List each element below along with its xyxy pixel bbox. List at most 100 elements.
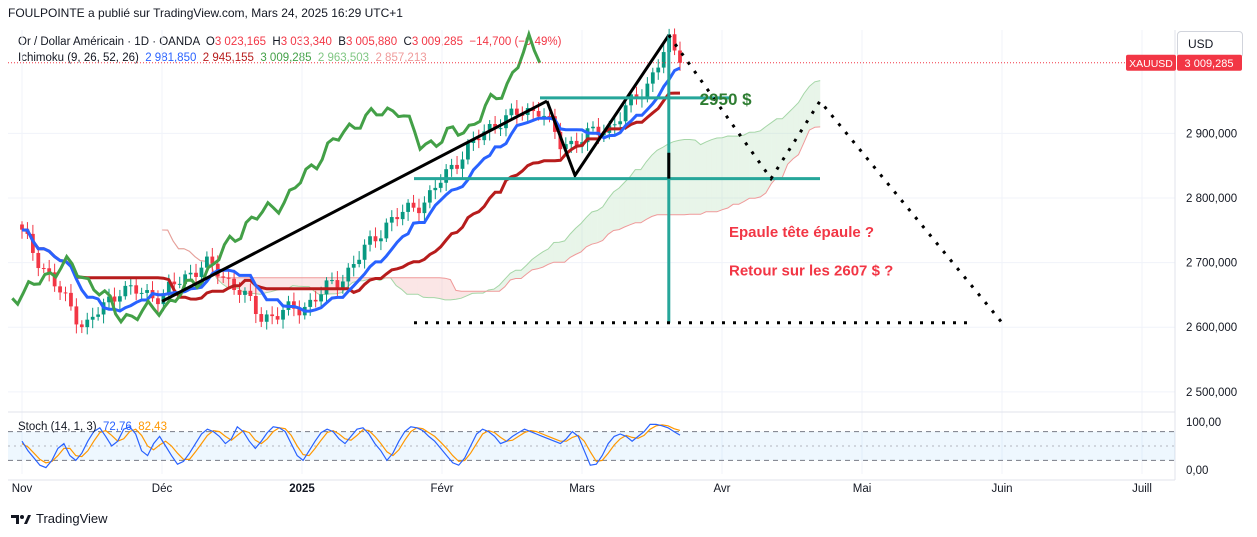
cloud-segment (760, 126, 766, 197)
candle-body (591, 126, 595, 129)
pattern-zigzag (545, 34, 671, 179)
y-tick-label: 2 900,000 (1186, 128, 1237, 140)
candle-body (264, 314, 269, 322)
candle-body (90, 316, 95, 320)
x-tick-label: Déc (152, 483, 173, 495)
symbol-tag-label: XAUUSD (1129, 58, 1173, 70)
close-value: 3 009,285 (411, 36, 463, 48)
stoch-d-value: 82,43 (138, 421, 167, 433)
candle-body (139, 292, 144, 294)
cloud-segment (521, 265, 527, 279)
cloud-segment (733, 136, 739, 205)
candle-body (199, 267, 204, 277)
cloud-segment (292, 277, 299, 287)
candle-body (672, 34, 677, 51)
x-tick-label: 2025 (289, 483, 315, 495)
candle-body (612, 124, 617, 126)
open-value: 3 023,165 (214, 36, 266, 48)
candle-body (52, 272, 57, 287)
candle-body (281, 309, 285, 320)
cloud-segment (798, 93, 804, 155)
y-tick-label: 2 700,000 (1186, 258, 1237, 270)
cloud-segment (450, 279, 456, 300)
candle-body (58, 286, 62, 293)
stoch-legend: Stoch (14, 1, 3) 72,76 82,43 (18, 421, 167, 433)
cloud-segment (657, 147, 663, 215)
symbol-tag (1126, 54, 1176, 71)
candle-body (145, 290, 149, 293)
candle-body (79, 324, 84, 328)
cloud-segment (689, 139, 696, 215)
stoch-name[interactable]: Stoch (14, 1, 3) (18, 421, 97, 433)
candle-body (297, 308, 302, 316)
cloud-segment (428, 277, 435, 298)
ichimoku-name[interactable]: Ichimoku (9, 26, 52, 26) (18, 52, 139, 64)
candle-body (112, 296, 117, 302)
x-tick-label: Mai (853, 483, 872, 495)
senkou-span-a-line (162, 80, 821, 301)
candle-body (444, 169, 449, 183)
cloud-segment (782, 113, 788, 178)
candle-body (275, 316, 280, 320)
candle-body (422, 202, 427, 214)
stoch-tick-label: 0,00 (1186, 465, 1208, 477)
cloud-segment (619, 182, 625, 230)
cloud-segment (466, 291, 473, 296)
low-value: 3 005,880 (345, 36, 398, 48)
candle-body (678, 50, 682, 63)
candle-body (536, 111, 541, 117)
stoch-d-line (21, 424, 681, 464)
cloud-segment (602, 198, 609, 241)
candle-body (449, 164, 454, 170)
stoch-k-line (21, 423, 681, 469)
cloud-segment (716, 137, 723, 212)
cloud-segment (793, 102, 799, 159)
candle-body (340, 281, 345, 288)
cloud-segment (439, 277, 446, 300)
candle-body (493, 123, 497, 129)
candle-body (476, 138, 481, 141)
cloud-segment (504, 273, 511, 287)
cloud-segment (580, 217, 587, 252)
candle-body (455, 164, 459, 169)
cloud-segment (787, 108, 794, 165)
ichimoku-senkou-a-value: 2 963,503 (317, 52, 370, 64)
price-tag-label: 3 009,285 (1185, 58, 1234, 70)
candle-body (482, 131, 487, 141)
cloud-segment (727, 135, 734, 208)
cloud-segment (738, 135, 745, 205)
candle-body (411, 202, 416, 208)
cloud-segment (765, 122, 772, 194)
candle-body (308, 299, 313, 307)
stoch-k-value: 72,76 (103, 421, 132, 433)
candle-body (188, 272, 193, 275)
level-label: 2950 $ (700, 90, 753, 109)
cloud-segment (537, 251, 543, 269)
candle-body (656, 67, 661, 73)
ichimoku-chikou-value: 3 009,285 (260, 52, 312, 64)
tradingview-footer[interactable]: TradingView (10, 511, 108, 526)
annotation-question-2: Retour sur les 2607 $ ? (729, 263, 893, 280)
candle-body (107, 296, 111, 303)
candle-body (259, 314, 264, 322)
candle-body (248, 290, 253, 296)
candle-body (177, 283, 182, 285)
projection-path (667, 34, 1004, 324)
candle-body (237, 290, 242, 295)
candle-body (384, 222, 389, 239)
candle-body (585, 128, 590, 143)
x-tick-label: Mars (569, 483, 595, 495)
cloud-segment (515, 270, 522, 279)
candle-body (509, 108, 514, 116)
trend-line (161, 99, 548, 303)
candle-body (161, 293, 166, 305)
annotation-question-1: Epaule tête épaule ? (729, 224, 874, 241)
candle-body (346, 267, 351, 282)
symbol-name[interactable]: Or / Dollar Américain · 1D · OANDA (18, 36, 200, 48)
candle-body (243, 290, 247, 295)
candle-body (69, 292, 73, 307)
currency-button[interactable]: USD (1177, 31, 1243, 58)
cloud-segment (276, 277, 282, 291)
candle-body (194, 272, 198, 277)
